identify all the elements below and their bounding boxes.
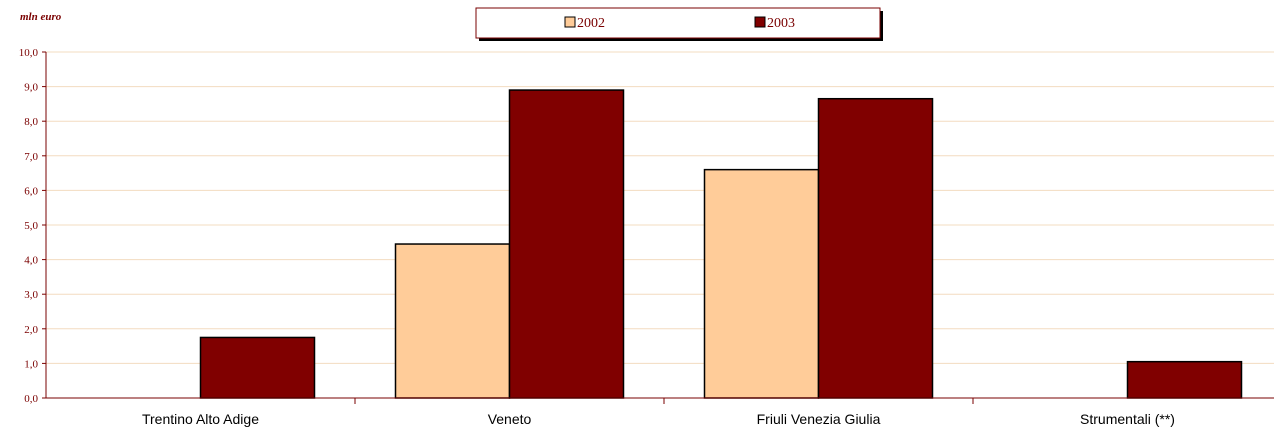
- bar-2003-2: [508, 89, 625, 399]
- axes: [42, 51, 1274, 404]
- bar-2003-4: [1126, 360, 1243, 399]
- bar-2003-3: [817, 97, 934, 399]
- unit-label: mln euro: [20, 11, 62, 23]
- bars: [199, 89, 1243, 399]
- y-tick-label: 5,0: [24, 220, 38, 232]
- y-tick-label: 3,0: [24, 289, 38, 301]
- legend-label-2003: 2003: [767, 16, 795, 31]
- bar-2003-1: [199, 336, 316, 399]
- y-axis-ticks: 0,0 1,0 2,0 3,0 4,0 5,0 6,0 7,0 8,0 9,0 10,0: [19, 47, 39, 405]
- legend-swatch-2003: [754, 16, 766, 28]
- y-tick-label: 7,0: [24, 151, 38, 163]
- x-category-label: Trentino Alto Adige: [142, 411, 259, 427]
- legend-swatch-2002: [564, 16, 576, 28]
- x-category-label: Veneto: [488, 411, 532, 427]
- bar-2002-3: [703, 168, 820, 399]
- y-tick-label: 10,0: [19, 47, 39, 59]
- bar-2002-2: [394, 243, 511, 399]
- legend-box: [475, 7, 881, 39]
- x-category-label: Friuli Venezia Giulia: [757, 411, 881, 427]
- y-tick-label: 2,0: [24, 324, 38, 336]
- y-tick-label: 9,0: [24, 82, 38, 94]
- y-tick-label: 6,0: [24, 185, 38, 197]
- y-tick-label: 0,0: [24, 393, 38, 405]
- x-axis-labels: Trentino Alto Adige Veneto Friuli Venezia …: [142, 411, 1175, 427]
- legend-label-2002: 2002: [577, 16, 605, 31]
- y-tick-label: 8,0: [24, 116, 38, 128]
- x-category-label: Strumentali (**): [1080, 411, 1175, 427]
- gridlines: [46, 51, 1274, 364]
- y-tick-label: 4,0: [24, 255, 38, 267]
- y-tick-label: 1,0: [24, 358, 38, 370]
- legend: 2002 2003: [475, 7, 883, 41]
